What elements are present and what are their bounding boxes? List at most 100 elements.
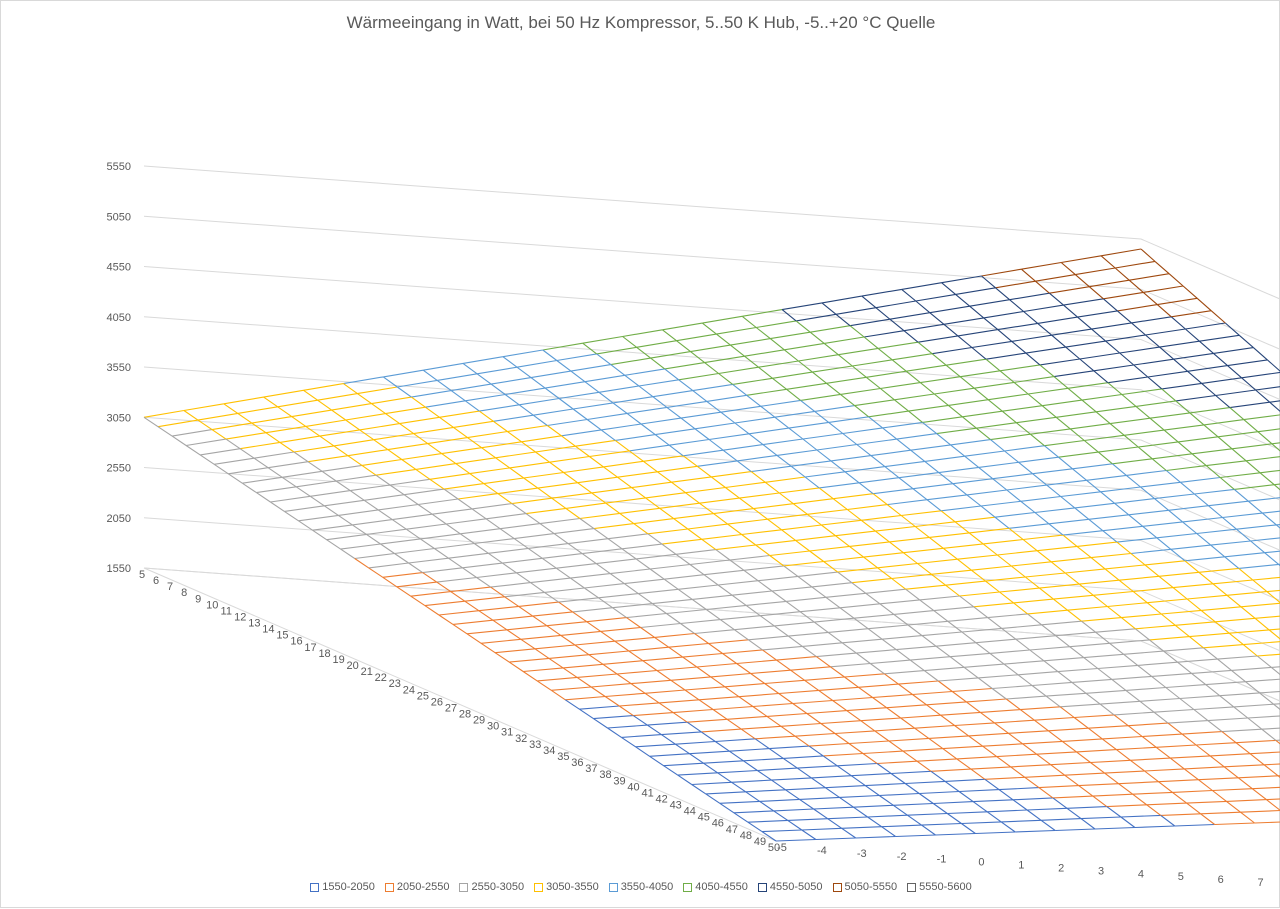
surface-segment bbox=[591, 684, 631, 687]
surface-segment bbox=[915, 726, 955, 729]
surface-segment bbox=[1274, 485, 1280, 497]
surface-segment bbox=[423, 363, 463, 370]
surface-segment bbox=[1121, 817, 1135, 828]
surface-segment bbox=[884, 671, 924, 674]
surface-segment bbox=[732, 591, 772, 595]
surface-segment bbox=[645, 693, 659, 703]
surface-segment bbox=[973, 802, 987, 812]
surface-segment bbox=[580, 513, 620, 518]
surface-segment bbox=[945, 779, 985, 781]
surface-segment bbox=[995, 517, 1009, 528]
hub-tick-label: 5 bbox=[139, 569, 145, 581]
surface-segment bbox=[902, 289, 916, 301]
surface-segment bbox=[1084, 654, 1124, 657]
surface-segment bbox=[564, 467, 604, 473]
surface-segment bbox=[877, 761, 917, 763]
surface-segment bbox=[988, 618, 1002, 629]
surface-segment bbox=[901, 715, 941, 718]
surface-segment bbox=[768, 519, 782, 530]
surface-segment bbox=[676, 550, 716, 555]
surface-segment bbox=[481, 639, 521, 643]
hub-tick-label: 42 bbox=[656, 793, 668, 805]
surface-segment bbox=[1252, 787, 1280, 789]
surface-segment bbox=[502, 563, 516, 573]
surface-segment bbox=[959, 792, 973, 802]
surface-segment bbox=[862, 289, 902, 296]
surface-segment bbox=[798, 572, 838, 576]
surface-segment bbox=[495, 649, 535, 653]
surface-segment bbox=[983, 544, 997, 555]
surface-segment bbox=[918, 564, 932, 575]
surface-segment bbox=[1079, 584, 1093, 595]
surface-segment bbox=[404, 495, 418, 505]
surface-segment bbox=[549, 655, 589, 659]
surface-segment bbox=[1077, 750, 1117, 752]
surface-segment bbox=[800, 797, 840, 799]
surface-segment bbox=[1051, 765, 1065, 776]
surface-segment bbox=[449, 553, 489, 558]
surface-segment bbox=[308, 462, 322, 472]
surface-segment bbox=[1089, 287, 1103, 299]
surface-segment bbox=[948, 400, 988, 406]
surface-segment bbox=[1248, 716, 1280, 719]
surface-segment bbox=[1169, 510, 1183, 522]
surface-segment bbox=[884, 674, 898, 684]
surface-segment bbox=[772, 587, 812, 591]
surface-segment bbox=[815, 406, 855, 412]
surface-segment bbox=[627, 407, 667, 413]
surface-segment bbox=[1002, 411, 1016, 423]
surface-segment bbox=[683, 450, 723, 456]
surface-segment bbox=[615, 440, 629, 451]
surface-segment bbox=[828, 817, 868, 819]
surface-segment bbox=[1138, 447, 1152, 459]
surface-segment bbox=[972, 348, 986, 360]
surface-segment bbox=[184, 411, 198, 421]
surface-segment bbox=[338, 515, 352, 525]
surface-segment bbox=[238, 407, 278, 414]
surface-segment bbox=[653, 391, 693, 397]
surface-segment bbox=[904, 324, 944, 330]
surface-segment bbox=[910, 660, 924, 671]
surface-segment bbox=[1025, 777, 1039, 787]
surface-segment bbox=[755, 739, 769, 749]
surface-segment bbox=[639, 380, 679, 386]
surface-segment bbox=[774, 809, 814, 811]
surface-segment bbox=[887, 705, 927, 708]
surface-segment bbox=[938, 681, 952, 692]
surface-segment bbox=[706, 610, 720, 620]
surface-segment bbox=[991, 434, 1031, 439]
surface-segment bbox=[623, 330, 663, 337]
surface-segment bbox=[1049, 519, 1089, 524]
surface-segment bbox=[942, 276, 982, 283]
surface-segment bbox=[955, 517, 995, 522]
surface-segment bbox=[702, 316, 742, 323]
surface-segment bbox=[362, 460, 402, 466]
surface-segment bbox=[599, 594, 639, 598]
surface-segment bbox=[1276, 521, 1280, 525]
hub-tick-label: 25 bbox=[417, 690, 429, 702]
surface-segment bbox=[1176, 396, 1216, 401]
surface-segment bbox=[756, 321, 796, 328]
surface-segment bbox=[324, 506, 338, 516]
surface-segment bbox=[589, 457, 603, 467]
surface-segment bbox=[718, 581, 758, 585]
surface-segment bbox=[1232, 667, 1272, 670]
hub-tick-label: 19 bbox=[332, 654, 344, 666]
source-tick-label: -3 bbox=[857, 848, 867, 860]
surface-segment bbox=[468, 438, 482, 448]
surface-segment bbox=[561, 436, 575, 446]
surface-segment bbox=[702, 323, 716, 334]
surface-segment bbox=[936, 834, 976, 836]
surface-segment bbox=[796, 321, 810, 332]
surface-segment bbox=[542, 554, 582, 559]
surface-segment bbox=[605, 693, 645, 696]
surface-segment bbox=[1133, 792, 1173, 794]
surface-segment bbox=[1246, 461, 1260, 473]
surface-segment bbox=[1203, 645, 1243, 648]
surface-segment bbox=[899, 478, 913, 489]
surface-segment bbox=[859, 483, 873, 494]
surface-segment bbox=[901, 511, 941, 516]
z-tick-label: 2050 bbox=[107, 513, 131, 525]
surface-segment bbox=[793, 504, 807, 515]
surface-segment bbox=[1044, 658, 1084, 661]
